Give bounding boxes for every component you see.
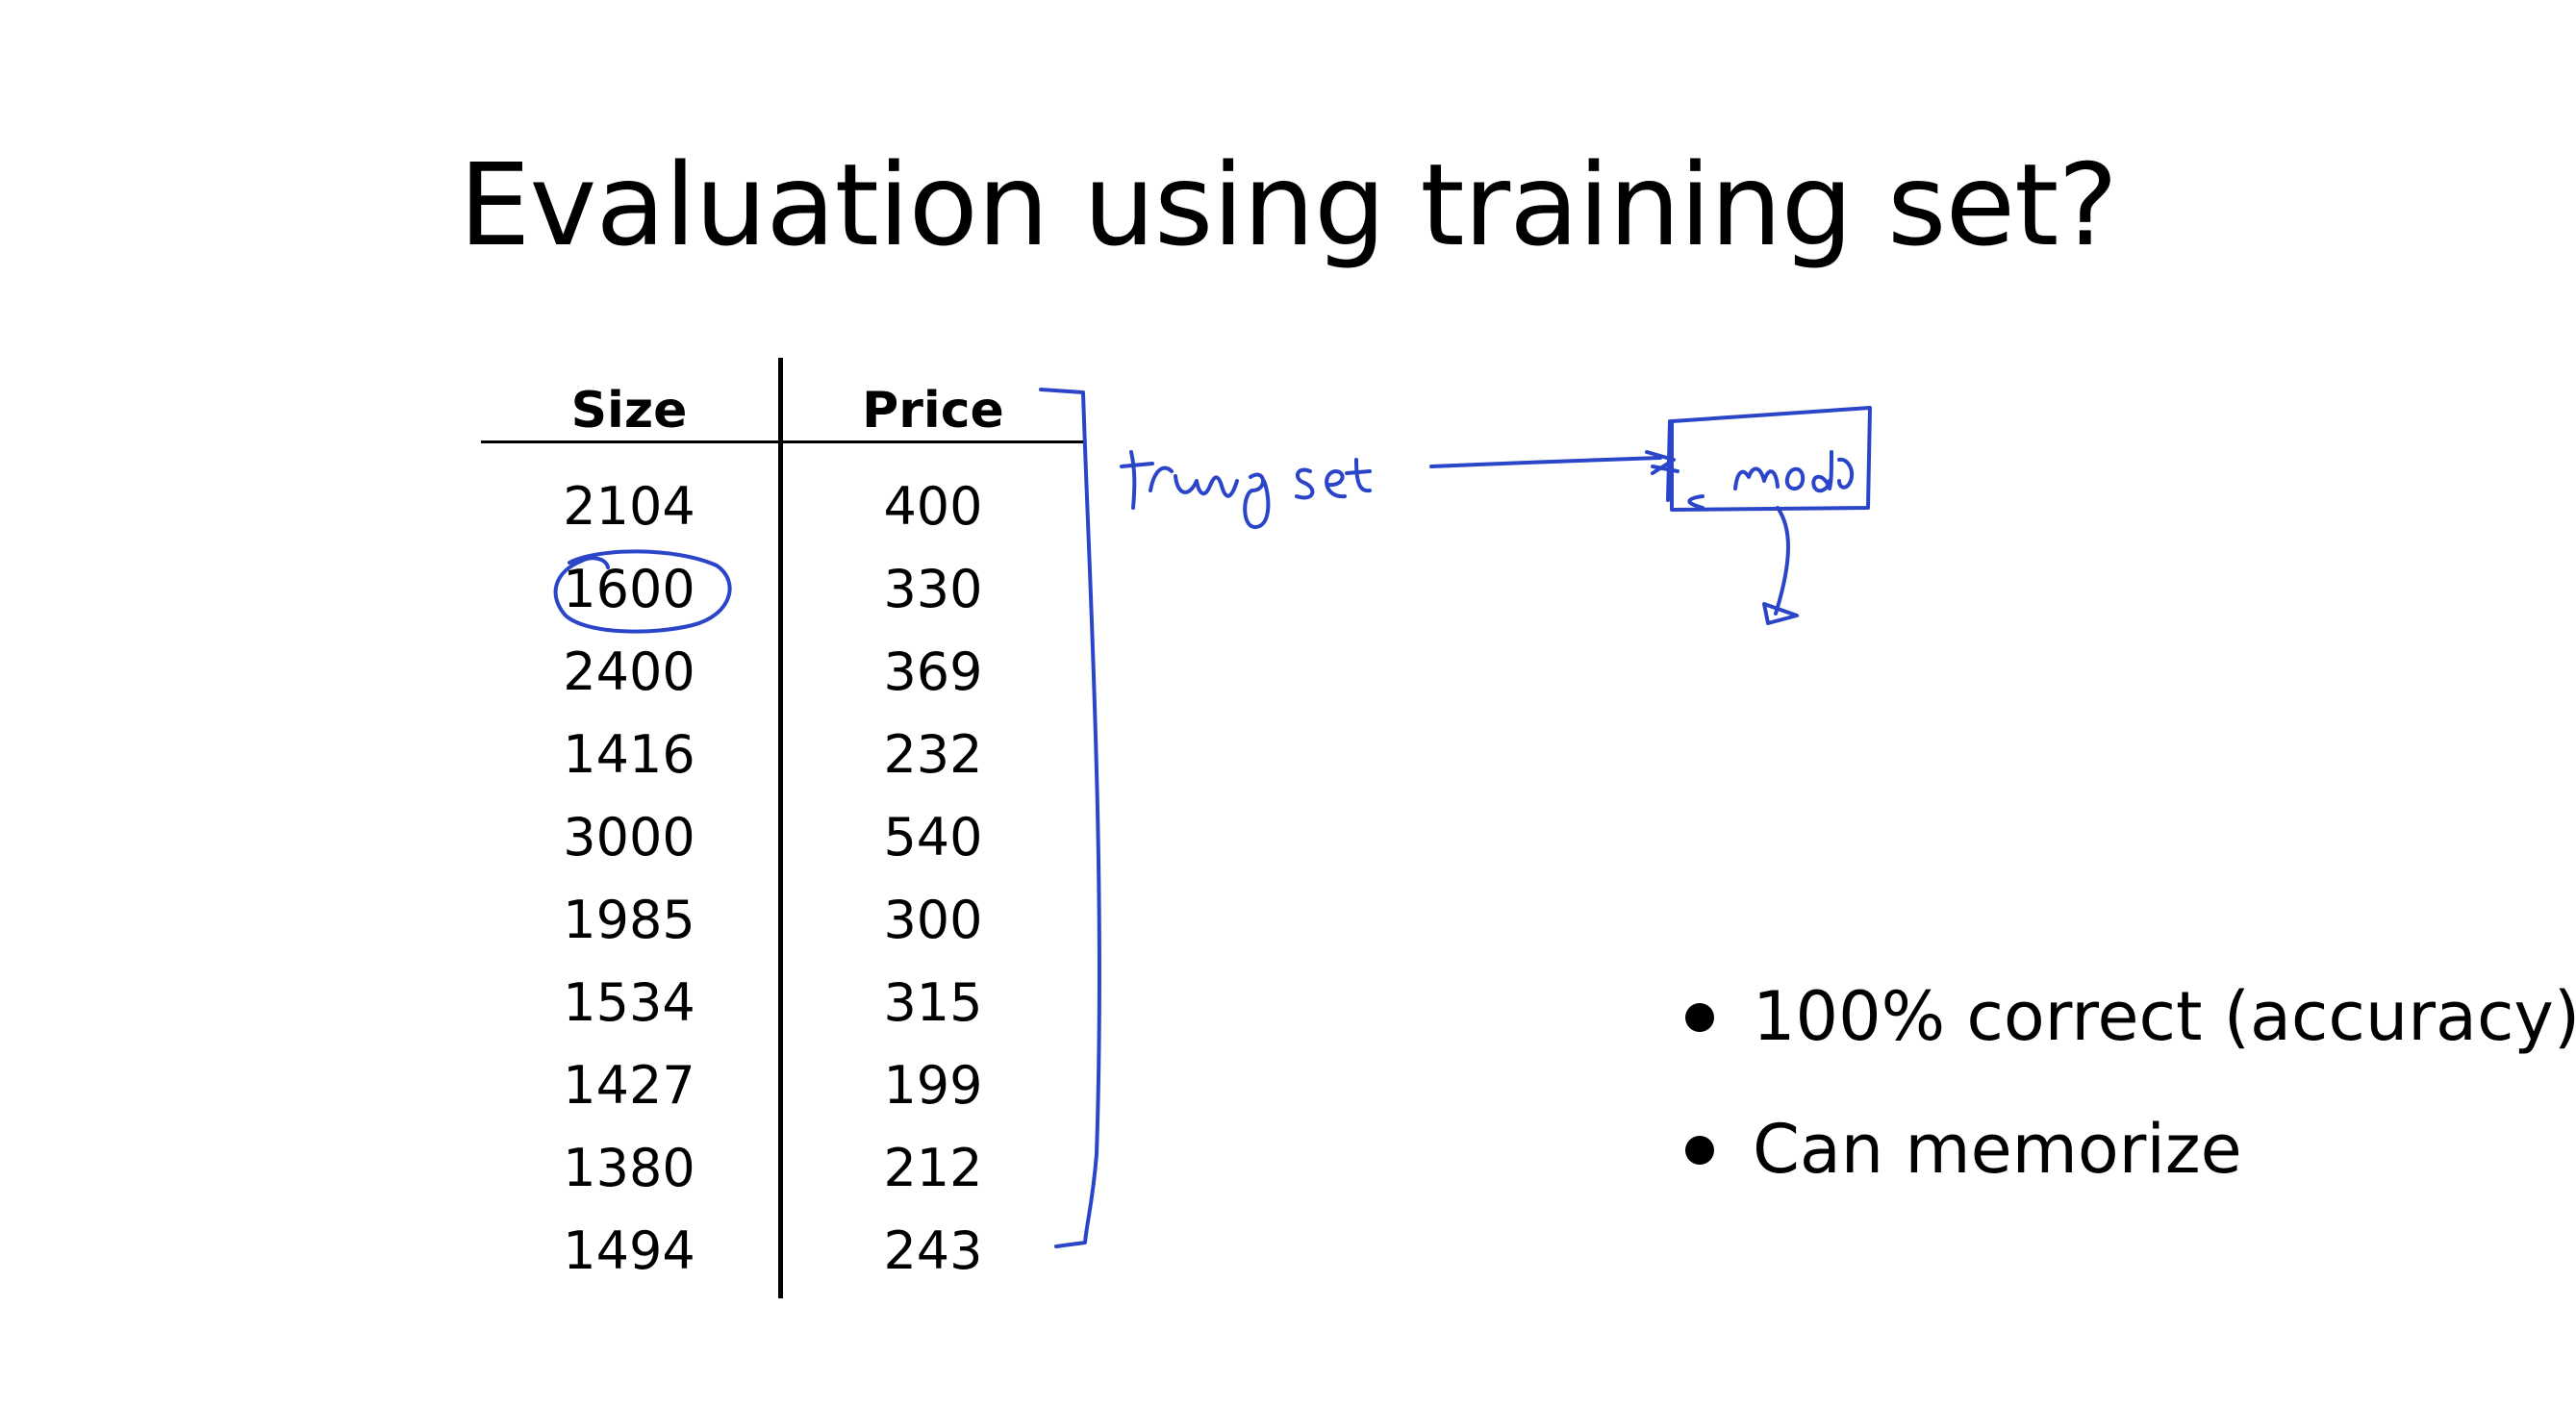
output-arrow-head [1762, 602, 1799, 625]
arrow-line [1429, 456, 1662, 468]
cell-price-9: 212 [883, 1138, 983, 1198]
cell-price-3: 369 [883, 641, 983, 702]
circle-mark [553, 549, 732, 634]
bullet-item: Can memorize [1676, 1106, 2576, 1193]
slide-title: Evaluation using training set? [459, 138, 2118, 271]
bullet-dot-icon [1685, 1003, 1714, 1032]
cell-price-4: 232 [883, 724, 983, 785]
bullet-text: Can memorize [1753, 1110, 2242, 1189]
cell-price-1: 400 [883, 476, 983, 537]
bullet-list: 100% correct (accuracy) Can memorize [1676, 973, 2576, 1239]
header-price: Price [862, 382, 1004, 440]
bullet-dot-icon [1685, 1136, 1714, 1165]
cell-price-8: 199 [883, 1055, 983, 1116]
cell-price-7: 315 [883, 972, 983, 1033]
cell-price-10: 243 [883, 1220, 983, 1281]
model-handwriting [1733, 450, 1854, 493]
bullet-item: 100% correct (accuracy) [1676, 973, 2576, 1060]
training-set-handwriting [1120, 450, 1372, 529]
cell-price-6: 300 [883, 890, 983, 950]
model-box-tick [1666, 419, 1672, 502]
bracket-mark [1039, 388, 1101, 1248]
column-divider [778, 358, 783, 1298]
cell-size-6: 1985 [563, 890, 695, 950]
cell-price-2: 330 [883, 559, 983, 619]
cell-size-2: 1600 [563, 559, 695, 619]
cell-size-5: 3000 [563, 807, 695, 867]
model-box [1670, 406, 1872, 512]
cell-size-10: 1494 [563, 1220, 695, 1281]
cell-price-5: 540 [883, 807, 983, 867]
header-divider [481, 440, 1085, 443]
cell-size-9: 1380 [563, 1138, 695, 1198]
output-arrow [1774, 506, 1790, 616]
cell-size-1: 2104 [563, 476, 695, 537]
cell-size-4: 1416 [563, 724, 695, 785]
bullet-text: 100% correct (accuracy) [1753, 977, 2576, 1056]
cell-size-3: 2400 [563, 641, 695, 702]
feedback-arrow [1687, 494, 1705, 510]
header-size: Size [570, 382, 688, 440]
cell-size-8: 1427 [563, 1055, 695, 1116]
cell-size-7: 1534 [563, 972, 695, 1033]
